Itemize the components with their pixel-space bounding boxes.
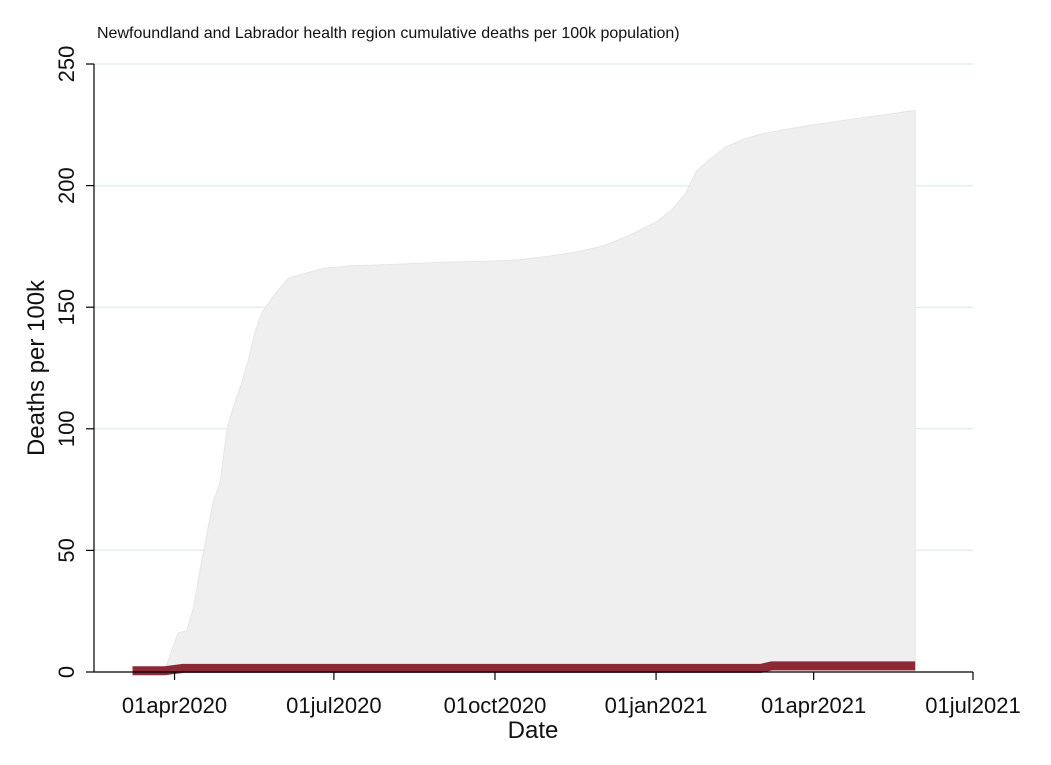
x-tick-label: 01oct2020 [444, 693, 547, 718]
y-tick-label: 100 [54, 410, 79, 447]
line-series [132, 661, 916, 676]
area-series [163, 109, 916, 673]
y-tick-label: 0 [54, 666, 79, 678]
y-tick-label: 200 [54, 167, 79, 204]
y-tick-label: 50 [54, 538, 79, 562]
x-tick-label: 01apr2020 [122, 693, 227, 718]
y-tick-label: 250 [54, 46, 79, 83]
x-tick-label: 01jul2020 [286, 693, 381, 718]
x-axis-ticks: 01apr2020 01jul2020 01oct2020 01jan2021 01ap… [122, 672, 1021, 718]
y-axis-ticks: 0 50 100 150 200 250 [54, 46, 94, 678]
x-axis-label: Date [508, 717, 559, 744]
chart-title: Newfoundland and Labrador health region … [97, 25, 680, 42]
y-axis-label: Deaths per 100k [23, 279, 50, 456]
x-tick-label: 01apr2021 [761, 693, 866, 718]
y-tick-label: 150 [54, 289, 79, 326]
x-tick-label: 01jul2021 [925, 693, 1020, 718]
x-tick-label: 01jan2021 [605, 693, 708, 718]
